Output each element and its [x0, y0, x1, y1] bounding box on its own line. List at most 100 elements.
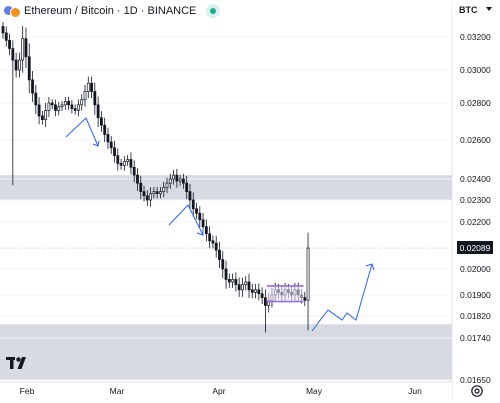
price-tick-label: 0.02400 — [460, 174, 491, 184]
candle-body-down — [109, 141, 113, 149]
candle — [149, 187, 153, 207]
candle-body-up — [241, 284, 244, 291]
candle — [31, 70, 34, 103]
time-tick-label: Jun — [408, 386, 422, 396]
candle-body-down — [182, 178, 185, 184]
candle — [47, 97, 51, 118]
candle-body-down — [34, 92, 38, 106]
candle-body-up — [149, 193, 153, 201]
candle — [211, 235, 215, 249]
candle — [4, 26, 8, 47]
candle — [204, 219, 208, 242]
candle — [11, 40, 15, 186]
candle-body-down — [155, 191, 159, 195]
candle-body-down — [106, 134, 110, 143]
candle-body-down — [218, 249, 221, 260]
candle — [86, 76, 90, 99]
candle — [162, 181, 166, 198]
candle — [224, 260, 228, 289]
candle — [145, 190, 149, 206]
gear-icon[interactable] — [470, 384, 484, 398]
candle — [165, 177, 169, 194]
candle — [260, 287, 264, 305]
candle-body-up — [47, 102, 51, 111]
currency-selector[interactable]: BTC — [452, 1, 498, 19]
candle-body-down — [70, 104, 74, 109]
candle — [44, 102, 48, 128]
candle — [96, 96, 100, 127]
candle — [142, 185, 146, 202]
candle — [139, 175, 143, 200]
candle — [63, 96, 67, 110]
candle-body-up — [231, 279, 235, 283]
candle-body-down — [90, 82, 93, 92]
candle-body-down — [198, 212, 202, 221]
time-axis[interactable] — [0, 382, 452, 400]
candle — [172, 169, 175, 185]
candle-body-down — [237, 284, 241, 291]
price-tick-label: 0.01900 — [460, 290, 491, 300]
candle-body-down — [247, 281, 251, 291]
candle-body-down — [11, 48, 15, 61]
candle-body-down — [195, 208, 198, 214]
projection-arrow-2[interactable] — [168, 204, 204, 236]
candle-body-down — [221, 259, 225, 270]
price-axis[interactable] — [452, 0, 500, 400]
candle — [188, 184, 192, 208]
candle — [60, 100, 64, 111]
candle-body-down — [73, 108, 77, 111]
candle-body-up — [86, 82, 90, 92]
candle — [198, 206, 202, 228]
candle — [129, 152, 133, 175]
candle — [231, 273, 235, 288]
projection-arrow-1[interactable] — [65, 117, 99, 147]
candle-body-up — [306, 247, 310, 301]
candle — [214, 235, 218, 258]
price-tick-label: 0.01740 — [460, 333, 491, 343]
candle-body-up — [83, 91, 87, 101]
candle-body-up — [244, 281, 248, 285]
market-status-icon[interactable] — [206, 4, 221, 18]
candle — [264, 289, 267, 333]
candle-body-down — [14, 59, 18, 71]
range-box[interactable] — [266, 285, 304, 302]
candle-body-down — [50, 102, 54, 106]
candle — [159, 186, 162, 199]
candle-body-up — [162, 187, 166, 192]
price-tick-label: 0.01820 — [460, 311, 491, 321]
candle — [8, 33, 11, 56]
candle — [221, 251, 225, 279]
last-price-label: 0.02089 — [457, 241, 493, 254]
candle — [18, 52, 21, 78]
candle-body-down — [139, 182, 143, 192]
symbol-title[interactable]: Ethereum / Bitcoin · 1D · BINANCE — [24, 5, 197, 17]
candle-body-down — [260, 293, 264, 298]
candle — [250, 283, 254, 299]
candle — [257, 283, 261, 301]
time-tick-label: Apr — [212, 386, 225, 396]
ethereum-icon — [4, 6, 13, 15]
candle — [237, 277, 241, 297]
candle — [99, 111, 103, 132]
projection-arrow-3[interactable] — [311, 263, 373, 332]
projection-arrow-2-head — [196, 229, 204, 236]
candle-body-down — [31, 79, 34, 94]
candle — [185, 175, 189, 200]
candle — [168, 173, 172, 189]
tradingview-logo-icon[interactable] — [6, 356, 32, 375]
candle-body-down — [119, 163, 123, 166]
candle-body-down — [116, 155, 120, 164]
candle-body-down — [103, 124, 107, 135]
candle — [73, 104, 77, 115]
candle-body-up — [172, 174, 175, 180]
candle-body-down — [303, 297, 307, 301]
candle — [136, 168, 139, 191]
time-tick-label: Feb — [20, 386, 35, 396]
candle — [1, 20, 5, 39]
candle — [90, 76, 93, 99]
candle — [119, 159, 123, 170]
candle — [303, 291, 307, 307]
candle — [152, 186, 156, 199]
